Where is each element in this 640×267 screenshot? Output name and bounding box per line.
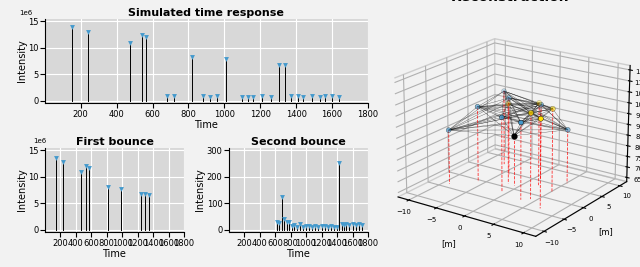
- Y-axis label: Intensity: Intensity: [195, 168, 205, 211]
- Title: Reconstruction: Reconstruction: [451, 0, 570, 4]
- X-axis label: Time: Time: [102, 249, 126, 259]
- X-axis label: Time: Time: [287, 249, 310, 259]
- X-axis label: [m]: [m]: [442, 239, 456, 248]
- Y-axis label: Intensity: Intensity: [17, 40, 27, 83]
- Title: Second bounce: Second bounce: [251, 137, 346, 147]
- X-axis label: Time: Time: [195, 120, 218, 130]
- Y-axis label: [m]: [m]: [598, 227, 612, 236]
- Title: First bounce: First bounce: [76, 137, 154, 147]
- Title: Simulated time response: Simulated time response: [129, 8, 284, 18]
- Y-axis label: Intensity: Intensity: [17, 168, 27, 211]
